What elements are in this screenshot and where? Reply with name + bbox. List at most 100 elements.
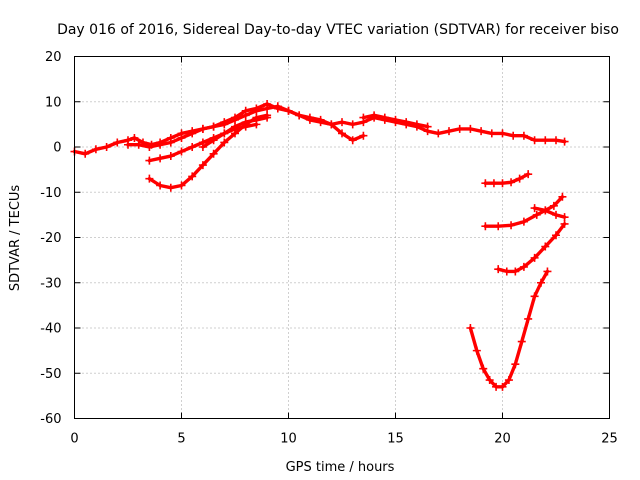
- data-point: [209, 136, 218, 145]
- data-point: [487, 129, 496, 138]
- data-point: [504, 376, 513, 385]
- data-point: [560, 137, 569, 146]
- data-point: [412, 120, 421, 129]
- data-point: [541, 242, 550, 251]
- data-point: [532, 210, 541, 219]
- y-tick-label: -20: [40, 231, 61, 246]
- y-tick-label: -60: [40, 412, 61, 427]
- data-point: [209, 122, 218, 131]
- series-track-9: [494, 219, 569, 276]
- data-point: [209, 149, 218, 158]
- y-tick-labels: 20 10 0 -10 -20 -30 -40 -50 -60: [40, 50, 61, 427]
- y-tick-label: -50: [40, 367, 61, 382]
- data-point: [541, 206, 550, 215]
- data-point: [549, 201, 558, 210]
- data-point: [498, 129, 507, 138]
- data-point: [445, 127, 453, 136]
- data-point: [220, 129, 229, 138]
- data-point: [102, 143, 111, 151]
- data-point: [519, 131, 528, 140]
- data-point: [537, 278, 546, 287]
- data-point: [402, 118, 411, 127]
- x-tick-label: 20: [494, 432, 511, 447]
- data-point: [166, 152, 175, 161]
- data-point: [305, 113, 314, 122]
- data-point: [466, 324, 475, 332]
- x-axis-label: GPS time / hours: [286, 460, 395, 475]
- y-tick-label: 10: [45, 95, 62, 110]
- data-point: [560, 213, 569, 222]
- chart-title: Day 016 of 2016, Sidereal Day-to-day VTE…: [57, 22, 619, 38]
- data-point: [552, 136, 560, 145]
- data-point: [359, 131, 368, 140]
- data-point: [124, 140, 132, 149]
- data-point: [263, 104, 272, 113]
- data-point: [466, 124, 475, 133]
- data-point: [295, 111, 304, 120]
- data-point: [188, 129, 197, 138]
- plot-frame: [74, 56, 610, 419]
- y-tick-label: -30: [40, 276, 61, 291]
- data-point: [391, 115, 400, 124]
- x-tick-label: 10: [280, 432, 297, 447]
- data-point: [507, 221, 516, 230]
- data-point: [530, 136, 539, 145]
- data-point: [156, 181, 165, 190]
- series-track-5: [198, 113, 272, 151]
- data-point: [524, 170, 533, 179]
- data-point: [177, 147, 186, 156]
- data-point: [284, 106, 293, 115]
- series-track-8: [481, 192, 567, 231]
- data-point: [145, 156, 154, 165]
- data-point: [130, 133, 139, 142]
- data-point: [515, 174, 524, 183]
- data-point: [91, 145, 100, 154]
- data-point: [494, 222, 503, 231]
- data-point: [188, 172, 197, 181]
- data-point: [519, 217, 528, 226]
- data-point: [134, 140, 143, 149]
- series-track-6: [359, 111, 432, 131]
- data-point: [489, 179, 498, 188]
- data-point: [252, 115, 261, 124]
- data-point: [113, 138, 122, 147]
- x-tick-label: 15: [387, 432, 404, 447]
- y-tick-label: -40: [40, 322, 61, 337]
- data-point: [481, 179, 490, 188]
- data-point: [472, 346, 481, 355]
- data-point: [370, 111, 379, 120]
- data-point: [338, 118, 346, 127]
- data-point: [177, 133, 186, 142]
- y-axis-label: SDTVAR / TECUs: [8, 185, 23, 292]
- data-point: [509, 131, 518, 140]
- data-point: [220, 120, 229, 129]
- data-point: [198, 143, 207, 151]
- data-point: [485, 376, 494, 385]
- data-point: [517, 337, 526, 346]
- data-point: [188, 143, 197, 151]
- data-point: [348, 120, 357, 129]
- data-point: [380, 113, 389, 122]
- data-point: [231, 122, 239, 131]
- data-point: [511, 360, 520, 369]
- data-point: [156, 140, 165, 149]
- data-point: [498, 382, 507, 391]
- data-point: [220, 138, 229, 147]
- data-point: [423, 122, 432, 131]
- data-point: [494, 265, 503, 274]
- data-point: [498, 179, 507, 188]
- data-point: [316, 115, 325, 124]
- data-series: [70, 100, 569, 391]
- data-point: [166, 183, 175, 192]
- data-point: [177, 181, 186, 190]
- series-track-7: [481, 170, 533, 188]
- data-point: [434, 129, 443, 138]
- data-point: [198, 124, 207, 133]
- data-point: [479, 364, 488, 373]
- data-point: [530, 253, 539, 262]
- data-point: [552, 231, 560, 240]
- data-point: [348, 136, 357, 145]
- data-point: [519, 262, 528, 271]
